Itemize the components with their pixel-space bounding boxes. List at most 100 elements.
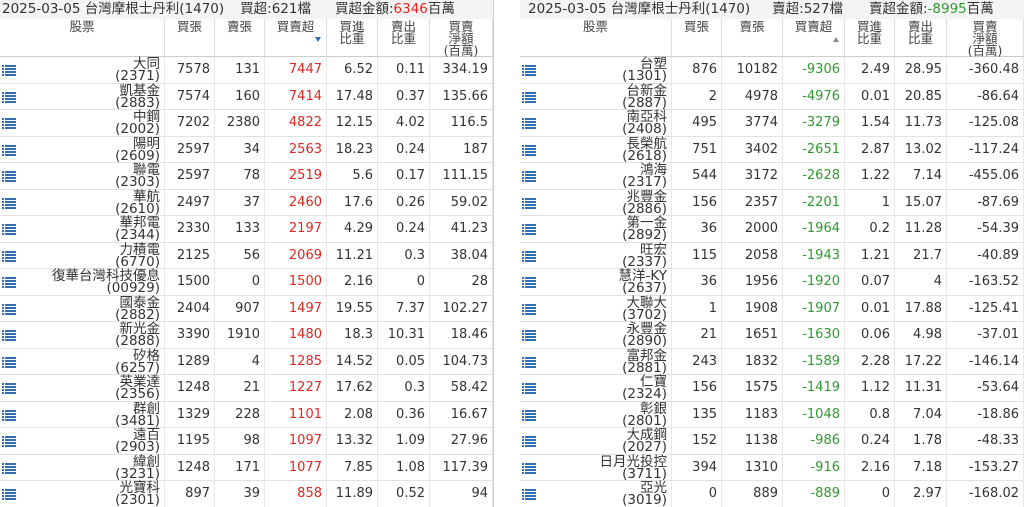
- list-icon[interactable]: [2, 409, 16, 423]
- stock-cell: 富邦金 (2881): [520, 347, 672, 374]
- list-icon[interactable]: [522, 409, 536, 423]
- stock-name[interactable]: 仁寶: [640, 374, 667, 390]
- list-icon[interactable]: [2, 436, 16, 449]
- stock-name[interactable]: 凱基金: [119, 82, 161, 99]
- stock-name[interactable]: 旺宏: [640, 241, 667, 258]
- list-icon[interactable]: [2, 489, 16, 502]
- stock-name[interactable]: 彰銀: [640, 400, 667, 417]
- stock-cell: 旺宏 (2337): [520, 241, 672, 268]
- stock-name[interactable]: 新光金: [119, 321, 161, 337]
- sell-ratio: 11.31: [895, 375, 947, 401]
- panel-header: 2025-03-05 台灣摩根士丹利(1470) 買超:621檔 買超金額: 6346…: [0, 0, 493, 19]
- net-amount: -86.64: [947, 83, 1024, 109]
- stock-code: (3702): [622, 306, 667, 323]
- list-icon[interactable]: [2, 91, 16, 105]
- list-icon[interactable]: [522, 171, 536, 184]
- column-header[interactable]: 買賣超: [783, 19, 845, 56]
- list-icon[interactable]: [2, 171, 16, 184]
- list-icon[interactable]: [522, 224, 536, 237]
- list-icon[interactable]: [2, 118, 16, 131]
- stock-code: (3231): [115, 465, 160, 482]
- net-lots: -3279: [783, 110, 845, 136]
- net-lots: 4822: [265, 110, 327, 136]
- list-icon[interactable]: [2, 250, 16, 264]
- list-icon[interactable]: [522, 330, 536, 343]
- list-icon[interactable]: [522, 91, 536, 105]
- stock-code: (2609): [115, 147, 160, 164]
- list-icon[interactable]: [2, 303, 16, 317]
- stock-name[interactable]: 光寶科: [119, 480, 161, 496]
- stock-name[interactable]: 緯創: [133, 453, 160, 470]
- stock-name[interactable]: 聯電: [133, 162, 160, 178]
- list-icon[interactable]: [522, 197, 536, 211]
- stock-name[interactable]: 華航: [133, 188, 160, 205]
- stock-name[interactable]: 英業達: [119, 374, 161, 390]
- net-lots: 1101: [265, 401, 327, 427]
- stock-name[interactable]: 力積電: [119, 241, 161, 258]
- stock-name[interactable]: 遠百: [133, 427, 160, 443]
- column-header-line: (百萬): [443, 43, 479, 58]
- stock-name[interactable]: 大聯大: [626, 294, 668, 311]
- list-icon[interactable]: [2, 277, 16, 290]
- stock-name[interactable]: 華邦電: [119, 215, 161, 231]
- header-amount-label: 賣超金額:: [868, 1, 928, 17]
- sell-lots: 3774: [722, 110, 783, 136]
- stock-name[interactable]: 國泰金: [119, 294, 161, 311]
- list-icon[interactable]: [2, 144, 16, 158]
- list-icon[interactable]: [2, 383, 16, 396]
- net-lots: -1419: [783, 375, 845, 401]
- stock-name[interactable]: 矽格: [133, 347, 160, 364]
- list-icon[interactable]: [2, 330, 16, 343]
- stock-name[interactable]: 陽明: [133, 135, 160, 152]
- column-header-row: 股票 買張 賣張 買賣超 買進 比重 賣出 比重 買賣 淨額 (百萬): [0, 19, 493, 57]
- list-icon[interactable]: [522, 462, 536, 476]
- sell-ratio: 7.04: [895, 401, 947, 427]
- sell-ratio: 0.17: [378, 163, 430, 189]
- net-amount: 187: [430, 136, 493, 162]
- stock-name[interactable]: 兆豐金: [626, 188, 668, 205]
- stock-code: (2002): [115, 121, 160, 137]
- net-amount: 59.02: [430, 189, 493, 215]
- list-icon[interactable]: [2, 197, 16, 211]
- list-icon[interactable]: [522, 303, 536, 317]
- sell-lots: 228: [215, 401, 265, 427]
- buy-lots: 2597: [165, 136, 215, 162]
- list-icon[interactable]: [2, 224, 16, 237]
- list-icon[interactable]: [522, 144, 536, 158]
- buy-ratio: 0.01: [845, 83, 895, 109]
- stock-name[interactable]: 大成鋼: [626, 427, 668, 443]
- list-icon[interactable]: [2, 65, 16, 78]
- list-icon[interactable]: [2, 356, 16, 370]
- list-icon[interactable]: [522, 65, 536, 78]
- stock-name[interactable]: 中鋼: [133, 109, 160, 125]
- stock-name[interactable]: 日月光投控: [599, 453, 668, 470]
- stock-row: 遠百 (2903) 1195 98 1097 13.32 1.09 27.96: [0, 428, 493, 455]
- list-icon[interactable]: [522, 250, 536, 264]
- list-icon[interactable]: [522, 436, 536, 449]
- column-header[interactable]: 買賣超: [265, 19, 327, 56]
- list-icon[interactable]: [522, 277, 536, 290]
- stock-name[interactable]: 永豐金: [626, 321, 668, 337]
- stock-name[interactable]: 富邦金: [626, 347, 668, 364]
- buy-ratio: 1.21: [845, 242, 895, 268]
- stock-code: (3019): [622, 492, 667, 507]
- stock-name[interactable]: 大同: [133, 56, 160, 72]
- list-icon[interactable]: [2, 462, 16, 476]
- stock-name[interactable]: 復華台灣科技優息: [52, 268, 160, 284]
- stock-name[interactable]: 台新金: [626, 82, 668, 99]
- stock-name[interactable]: 台塑: [640, 56, 667, 72]
- stock-name[interactable]: 亞光: [640, 480, 667, 496]
- stock-name[interactable]: 南亞科: [626, 109, 668, 125]
- stock-name[interactable]: 第一金: [626, 215, 668, 231]
- stock-name[interactable]: 群創: [133, 400, 160, 417]
- stock-name[interactable]: 長榮航: [626, 135, 668, 152]
- stock-code: (2303): [115, 174, 160, 190]
- stock-name[interactable]: 鴻海: [640, 162, 667, 178]
- buy-ratio: 17.62: [327, 375, 378, 401]
- list-icon[interactable]: [522, 118, 536, 131]
- list-icon[interactable]: [522, 489, 536, 502]
- net-lots: 1227: [265, 375, 327, 401]
- list-icon[interactable]: [522, 383, 536, 396]
- list-icon[interactable]: [522, 356, 536, 370]
- stock-name[interactable]: 慧洋-KY: [618, 268, 668, 284]
